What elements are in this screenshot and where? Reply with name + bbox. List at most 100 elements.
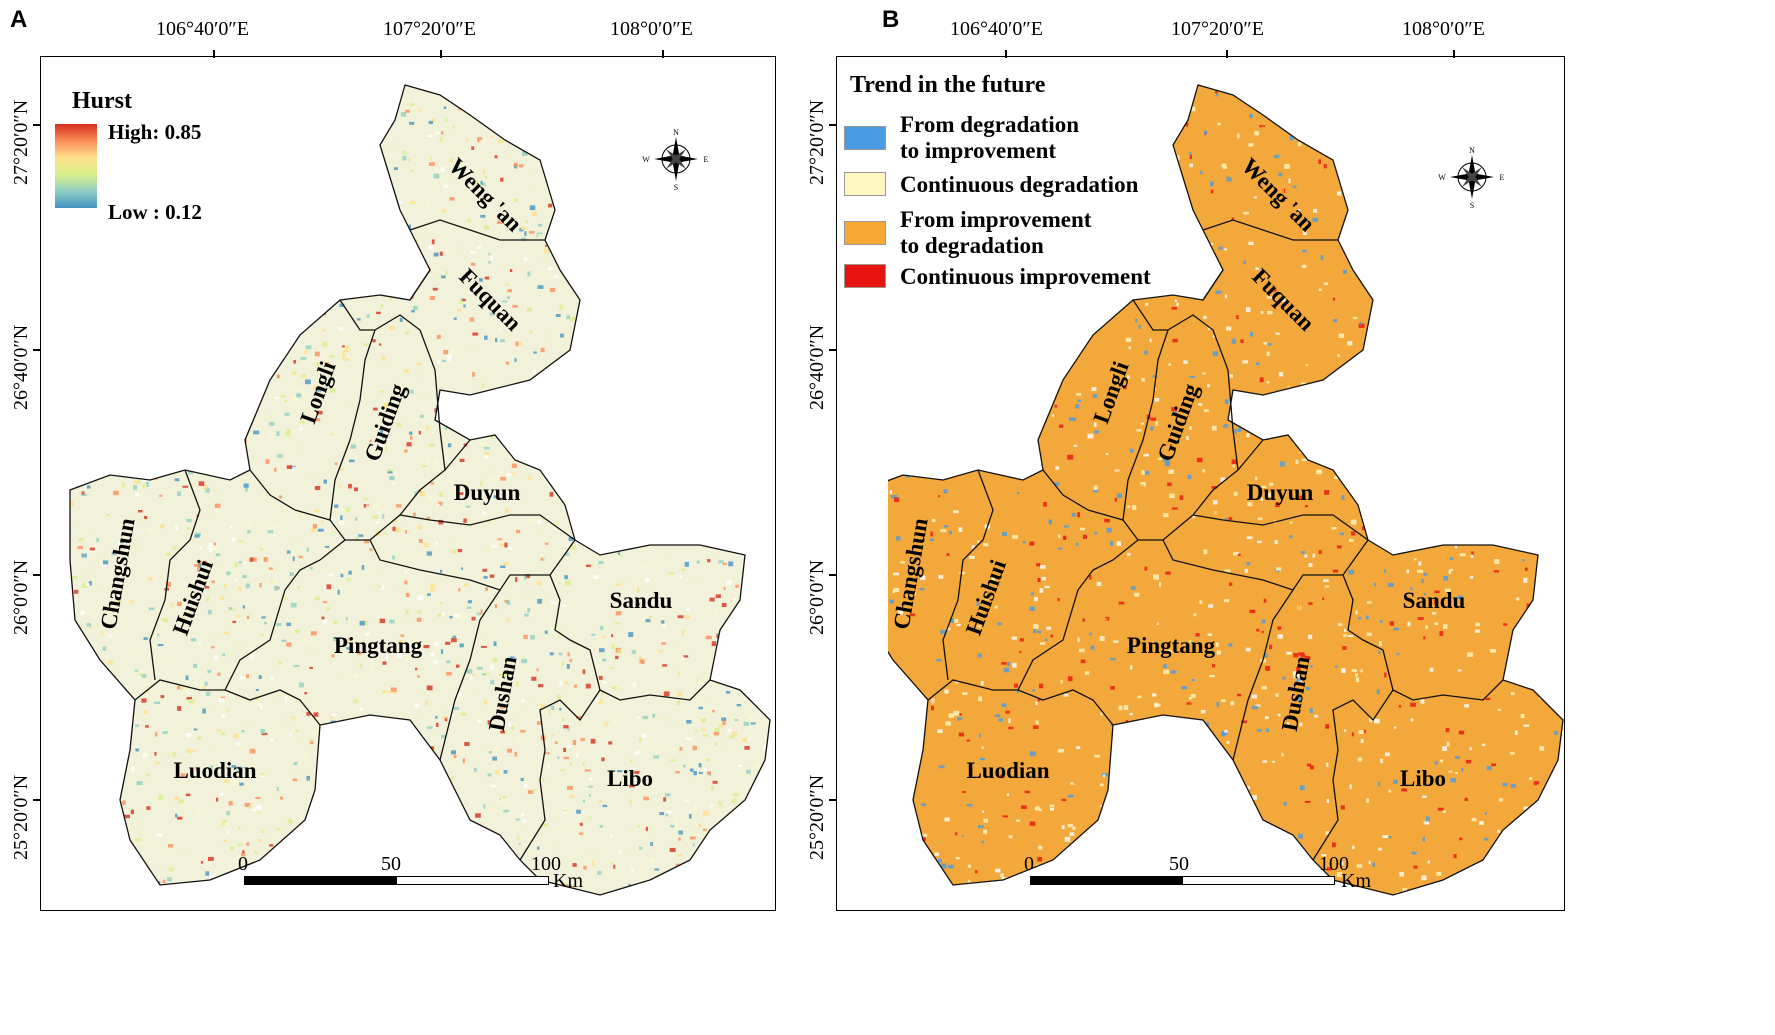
- legend-item: From degradation to improvement: [844, 112, 1079, 164]
- county-label-huishui: Huishui: [168, 556, 218, 638]
- county-label-guiding: Guiding: [1152, 380, 1203, 465]
- legend-swatch-orange: [844, 221, 886, 245]
- legend-label: Continuous degradation: [900, 172, 1139, 197]
- compass-letter: W: [1438, 173, 1446, 182]
- county-boundary: [439, 589, 501, 761]
- longitude-label: 106°40′0″E: [950, 18, 1043, 40]
- county-boundary: [1342, 574, 1504, 701]
- longitude-label: 106°40′0″E: [156, 18, 249, 40]
- county-label-duyun: Duyun: [454, 480, 521, 505]
- county-boundary: [1192, 514, 1369, 541]
- county-boundary: [1232, 589, 1294, 761]
- hurst-map: [69, 84, 771, 896]
- county-boundary: [369, 539, 576, 591]
- county-boundary: [224, 689, 321, 726]
- county-label-fuquan: Fuquan: [1247, 264, 1319, 336]
- compass-letter: E: [704, 155, 709, 164]
- legend-label: From degradation to improvement: [900, 112, 1080, 163]
- scale-bar-white: [396, 876, 549, 885]
- legend-title: Trend in the future: [850, 72, 1046, 98]
- county-boundary: [1122, 314, 1239, 541]
- legend-item: From improvement to degradation: [844, 207, 1091, 259]
- longitude-tick: [662, 50, 664, 58]
- north-arrow-icon: N S W E: [1438, 146, 1505, 208]
- legend-label: Continuous improvement: [900, 264, 1151, 289]
- county-boundary: [1132, 299, 1168, 331]
- latitude-tick: [33, 124, 41, 126]
- longitude-tick: [1005, 50, 1007, 58]
- map-frame: [40, 56, 776, 911]
- county-label-wengan: Weng 'an: [444, 153, 527, 236]
- county-label-wengan: Weng 'an: [1237, 153, 1320, 236]
- compass-letter: S: [1470, 201, 1474, 208]
- county-boundary: [942, 469, 994, 681]
- scale-tick-label: 0: [238, 853, 248, 875]
- scale-bar-black: [244, 876, 397, 885]
- latitude-label: 27°20′0″N: [806, 99, 828, 185]
- county-label-dushan: Dushan: [484, 654, 522, 733]
- panel-letter: B: [882, 6, 900, 33]
- scale-tick-label: 100: [1319, 853, 1349, 875]
- county-boundary: [1202, 269, 1224, 301]
- compass-letter: E: [1500, 173, 1505, 182]
- latitude-tick: [33, 799, 41, 801]
- county-boundary: [1087, 509, 1124, 521]
- legend-swatch-cream: [844, 172, 886, 196]
- longitude-label: 108°0′0″E: [1402, 18, 1485, 40]
- county-boundary: [134, 539, 346, 701]
- legend-item: Continuous degradation: [844, 172, 1138, 198]
- county-label-libo: Libo: [607, 766, 653, 791]
- scale-unit: Km: [553, 870, 583, 892]
- panel-a: A 106°40′0″E 107°20′0″E 108°0′0″E 27°20′…: [10, 6, 776, 911]
- county-label-luodian: Luodian: [173, 758, 256, 783]
- latitude-tick: [829, 574, 837, 576]
- latitude-tick: [33, 574, 41, 576]
- county-boundary: [444, 439, 471, 471]
- latitude-tick: [829, 799, 837, 801]
- county-boundary: [339, 299, 375, 331]
- legend-swatch-red: [844, 264, 886, 288]
- compass-letter: S: [674, 183, 678, 190]
- compass-letter: W: [642, 155, 650, 164]
- county-boundary: [927, 539, 1139, 701]
- county-boundary: [329, 314, 446, 541]
- county-label-longli: Longli: [1088, 358, 1134, 427]
- longitude-tick: [1226, 50, 1228, 58]
- legend-label: From improvement to degradation: [900, 207, 1092, 258]
- latitude-tick: [829, 124, 837, 126]
- longitude-label: 107°20′0″E: [383, 18, 476, 40]
- scale-tick-label: 0: [1024, 853, 1034, 875]
- scale-tick-label: 100: [531, 853, 561, 875]
- scale-unit: Km: [1341, 870, 1371, 892]
- county-label-changshun: Changshun: [889, 516, 933, 631]
- county-label-luodian: Luodian: [966, 758, 1049, 783]
- compass-letter: N: [673, 128, 679, 137]
- county-labels: Weng 'an Fuquan Longli Guiding Duyun Cha…: [96, 153, 673, 791]
- latitude-label: 26°40′0″N: [806, 324, 828, 410]
- compass-letter: N: [1469, 146, 1475, 155]
- panel-b: B 106°40′0″E 107°20′0″E 108°0′0″E 27°20′…: [806, 0, 1775, 1035]
- legend-title: Hurst: [72, 88, 132, 114]
- county-boundary: [409, 269, 431, 301]
- legend-swatch-blue: [844, 126, 886, 150]
- county-label-pingtang: Pingtang: [1127, 633, 1216, 658]
- county-boundary: [249, 469, 296, 511]
- county-boundary: [1312, 689, 1394, 861]
- county-label-huishui: Huishui: [961, 556, 1011, 638]
- county-boundary: [294, 509, 331, 521]
- county-label-pingtang: Pingtang: [334, 633, 423, 658]
- north-arrow-icon: N S W E: [642, 128, 709, 190]
- trend-map: [888, 84, 1564, 896]
- county-boundary: [149, 469, 201, 681]
- county-boundary: [519, 689, 601, 861]
- county-boundaries: [69, 84, 771, 896]
- county-label-guiding: Guiding: [359, 380, 410, 465]
- legend-low-label: Low : 0.12: [108, 200, 202, 224]
- county-boundary: [1017, 689, 1114, 726]
- county-label-longli: Longli: [295, 358, 341, 427]
- scale-tick-label: 50: [1169, 853, 1189, 875]
- legend-item: Continuous improvement: [844, 264, 1151, 290]
- county-boundaries: [888, 84, 1564, 896]
- panel-letter: A: [10, 6, 28, 33]
- hurst-color-ramp: [55, 124, 97, 208]
